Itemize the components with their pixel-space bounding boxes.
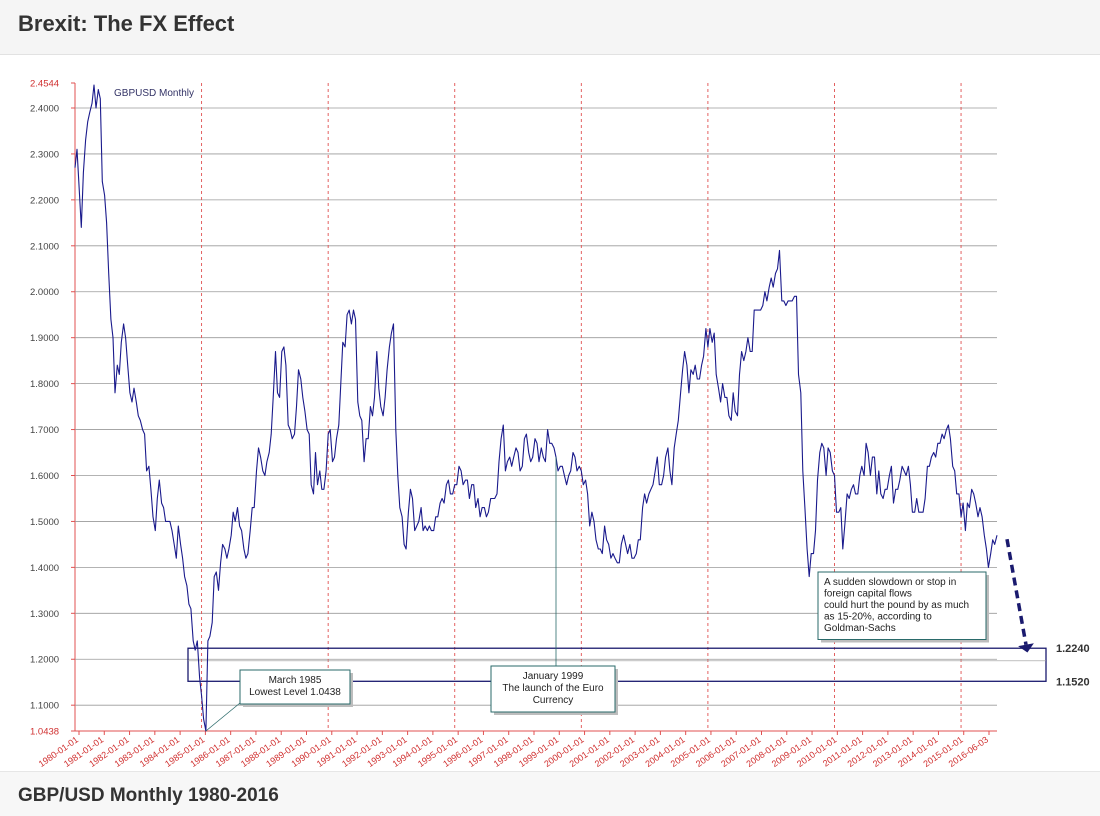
goldman-callout-text: foreign capital flows xyxy=(824,589,912,600)
jan1999-callout-text: The launch of the Euro xyxy=(502,683,604,694)
goldman-callout xyxy=(817,571,987,640)
goldman-callout-text: could hurt the pound by as much xyxy=(824,600,969,611)
band-upper-label: 1.2240 xyxy=(1056,643,1090,655)
y-tick-label: 2.4544 xyxy=(30,79,59,90)
y-tick-label: 1.1000 xyxy=(30,701,59,712)
jan1999-callout xyxy=(490,665,616,713)
chart-area: 1.2240 1.1520 March 1985 Lowest Level 1.04… xyxy=(0,55,1100,771)
y-tick-label: 1.7000 xyxy=(30,425,59,436)
jan1999-callout-text: Currency xyxy=(533,695,574,706)
y-tick-label: 2.4000 xyxy=(30,103,59,114)
projection-arrow xyxy=(1005,538,1028,645)
goldman-callout-text: as 15-20%, according to xyxy=(824,612,932,623)
chart-legend: GBPUSD Monthly xyxy=(114,88,194,99)
projection-arrowhead xyxy=(1018,643,1034,653)
gbpusd-line xyxy=(74,84,998,732)
goldman-callout-text: Goldman-Sachs xyxy=(824,623,896,634)
y-tick-label: 1.2000 xyxy=(30,655,59,666)
page-header: Brexit: The FX Effect xyxy=(0,0,1100,55)
y-tick-label: 1.5000 xyxy=(30,517,59,528)
march1985-callout-text: March 1985 xyxy=(269,675,322,686)
y-tick-label: 1.4000 xyxy=(30,563,59,574)
y-tick-label: 1.8000 xyxy=(30,379,59,390)
band-lower-label: 1.1520 xyxy=(1056,676,1090,688)
y-tick-label: 1.3000 xyxy=(30,609,59,620)
chart-caption: GBP/USD Monthly 1980-2016 xyxy=(18,785,279,806)
y-tick-label: 1.6000 xyxy=(30,471,59,482)
goldman-callout-text: A sudden slowdown or stop in xyxy=(824,577,956,588)
page-footer: GBP/USD Monthly 1980-2016 xyxy=(0,771,1100,816)
y-tick-label: 2.2000 xyxy=(30,195,59,206)
y-tick-label: 2.0000 xyxy=(30,287,59,298)
y-tick-label: 1.9000 xyxy=(30,333,59,344)
march1985-pointer xyxy=(205,702,241,732)
page-title: Brexit: The FX Effect xyxy=(18,11,235,36)
march1985-callout xyxy=(239,669,351,705)
y-tick-label: 2.3000 xyxy=(30,149,59,160)
y-tick-label: 1.0438 xyxy=(30,727,59,738)
march1985-callout-text: Lowest Level 1.0438 xyxy=(249,687,341,698)
y-tick-label: 2.1000 xyxy=(30,241,59,252)
jan1999-callout-text: January 1999 xyxy=(523,671,584,682)
